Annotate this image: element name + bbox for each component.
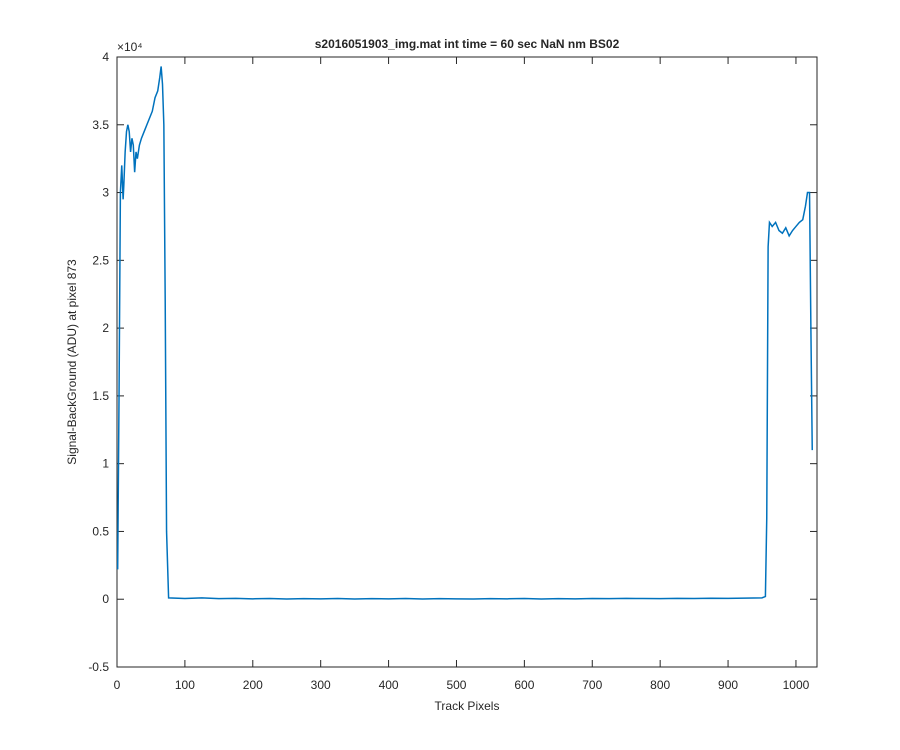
data-line [116, 66, 813, 600]
x-tick-label: 100 [175, 678, 195, 692]
y-axis-label: Signal-BackGround (ADU) at pixel 873 [65, 259, 79, 465]
y-tick-label: 3 [102, 186, 109, 200]
x-tick-label: 500 [446, 678, 466, 692]
x-axis-label: Track Pixels [435, 699, 500, 713]
x-tick-label: 200 [243, 678, 263, 692]
y-tick-label: 4 [102, 50, 109, 64]
x-tick-label: 0 [114, 678, 121, 692]
x-tick-label: 900 [718, 678, 738, 692]
x-tick-label: 800 [650, 678, 670, 692]
y-tick-label: 1 [102, 457, 109, 471]
y-tick-label: 1.5 [92, 389, 109, 403]
y-tick-label: 2.5 [92, 253, 109, 267]
plot-frame [116, 56, 818, 668]
y-tick-label: 0.5 [92, 524, 109, 538]
chart-title: s2016051903_img.mat int time = 60 sec Na… [315, 37, 620, 51]
x-tick-label: 300 [311, 678, 331, 692]
y-tick-label: 2 [102, 321, 109, 335]
y-tick-label: 3.5 [92, 118, 109, 132]
y-tick-label: -0.5 [88, 660, 109, 674]
y-tick-label: 0 [102, 592, 109, 606]
x-tick-label: 1000 [783, 678, 810, 692]
x-tick-label: 600 [514, 678, 534, 692]
y-exponent-label: ×10⁴ [117, 40, 143, 54]
x-tick-label: 400 [379, 678, 399, 692]
x-tick-label: 700 [582, 678, 602, 692]
